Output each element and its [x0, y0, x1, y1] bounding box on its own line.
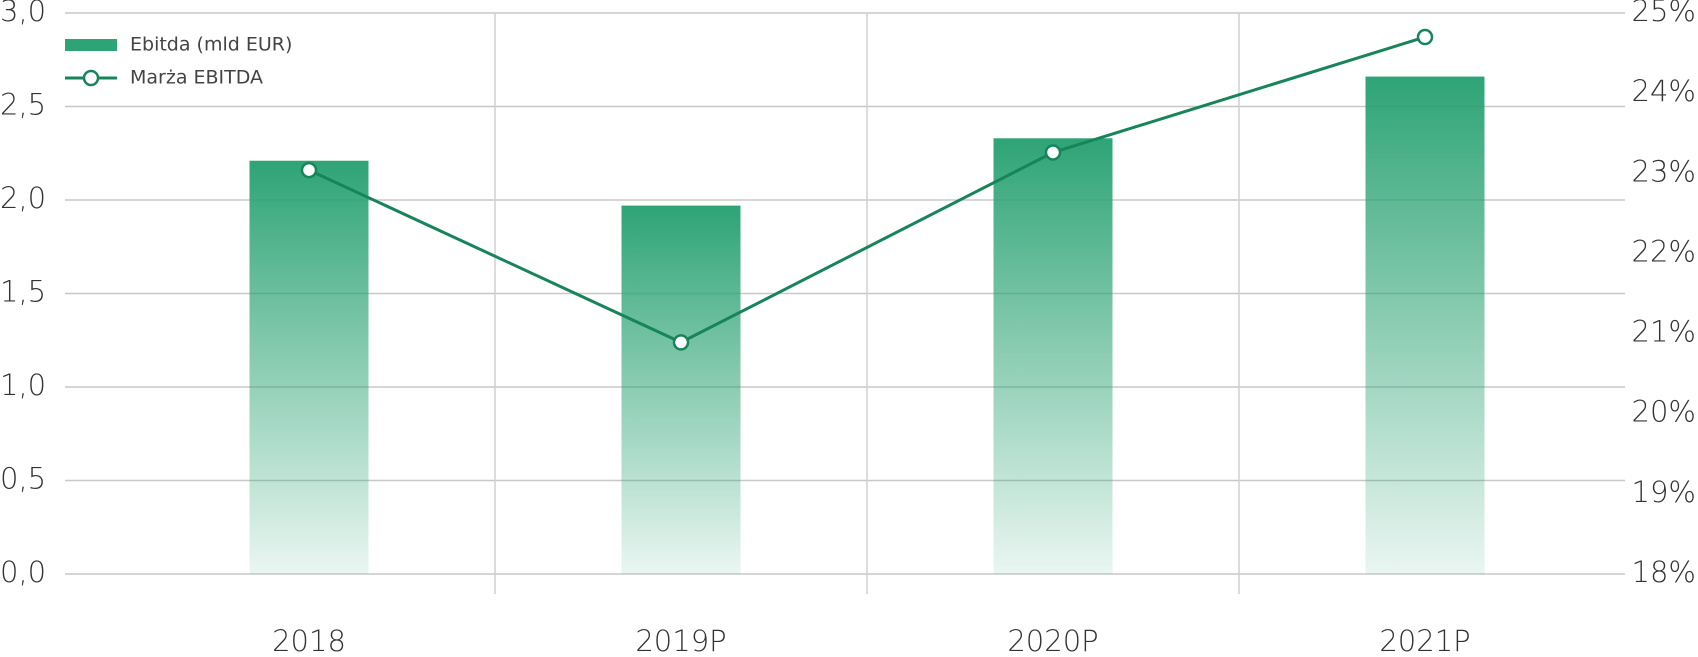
y-tick-label: 3,0	[0, 0, 46, 28]
line	[308, 35, 1426, 345]
y2-tick-label: 18%	[1632, 555, 1696, 589]
y-tick-label: 2,0	[0, 181, 46, 215]
bar	[1365, 76, 1485, 574]
legend-swatch	[65, 39, 117, 51]
bar	[993, 138, 1113, 575]
y-tick-label: 2,5	[0, 88, 46, 122]
y2-tick-label: 19%	[1632, 475, 1696, 509]
legend-swatch-marker	[82, 69, 100, 87]
line-marker	[300, 161, 318, 179]
y2-tick-label: 21%	[1632, 315, 1696, 349]
y-tick-label: 1,5	[0, 275, 46, 309]
y-tick-label: 1,0	[0, 368, 46, 402]
bar	[249, 160, 369, 575]
y-tick-label: 0,5	[0, 462, 46, 496]
bar	[621, 205, 741, 575]
y2-tick-label: 24%	[1632, 74, 1696, 108]
x-tick-label: 2021P	[1379, 624, 1470, 657]
legend-label: Ebitda (mld EUR)	[130, 34, 292, 56]
x-tick-label: 2019P	[635, 624, 726, 657]
y2-tick-label: 20%	[1632, 395, 1696, 429]
line-marker	[672, 334, 690, 351]
y2-tick-label: 22%	[1632, 234, 1696, 268]
line-marker	[1416, 28, 1434, 46]
x-tick-label: 2020P	[1007, 624, 1098, 657]
y2-tick-label: 25%	[1632, 0, 1696, 28]
legend-label: Marża EBITDA	[130, 67, 263, 89]
x-tick-label: 2018	[272, 624, 346, 657]
y2-tick-label: 23%	[1632, 154, 1696, 188]
line-marker	[1044, 144, 1062, 161]
y-tick-label: 0,0	[0, 555, 46, 589]
